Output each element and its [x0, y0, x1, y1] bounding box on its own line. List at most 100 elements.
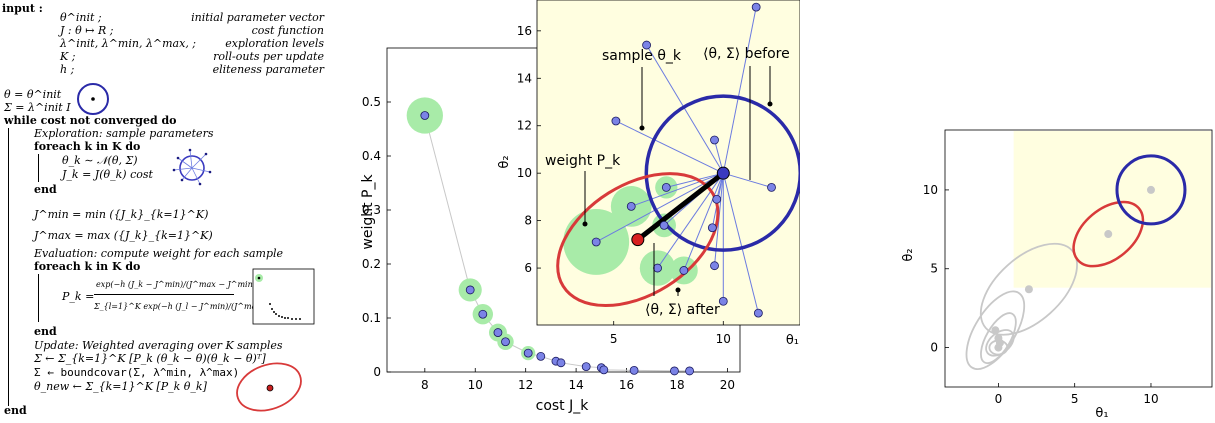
weights-y-tick-label: 0.1: [362, 311, 381, 325]
weight-point: [556, 358, 566, 368]
mean-point: [994, 343, 1003, 352]
annotation-after: ⟨θ, Σ⟩ after: [645, 302, 720, 318]
past-covariance: [980, 312, 1017, 365]
input-description: cost function: [251, 24, 324, 37]
foreach-line: foreach k in K do: [34, 140, 141, 153]
sigma-update-line: Σ ← Σ_{k=1}^K [P_k (θ_k − θ)(θ_k − θ)ᵀ]: [34, 352, 266, 365]
mean-point: [991, 326, 1000, 335]
end-line: end: [34, 325, 57, 338]
updated-distribution-icon: [236, 362, 302, 412]
trajectory-y-tick-label: 5: [930, 262, 938, 276]
inset-y-tick-label: 6: [524, 261, 532, 275]
sample-point: [710, 135, 719, 145]
leader-dot: [675, 287, 681, 293]
weights-y-tick-label: 0.2: [362, 257, 381, 271]
sample-point: [591, 237, 601, 247]
input-symbol: θ^init ;: [60, 11, 102, 24]
sample-point: [751, 2, 761, 12]
sample-ray: [722, 7, 757, 174]
annotation-sample: sample θ_k: [602, 48, 682, 64]
sample-point: [653, 263, 662, 273]
sample-ray: [657, 172, 724, 269]
sample-ray: [615, 120, 724, 174]
weight-formula-numerator: exp(−h (J_k − J^min)/(J^max − J^min)): [96, 280, 260, 289]
sample-line: θ_k ∼ 𝒩(θ, Σ): [62, 154, 138, 167]
weight-point: [493, 328, 503, 337]
weights-x-tick-label: 16: [619, 378, 634, 392]
while-line: while cost not converged do: [4, 114, 177, 127]
sample-point: [712, 194, 722, 204]
weights-y-tick-label: 0.3: [362, 203, 381, 217]
weight-point: [685, 366, 694, 376]
weight-point: [670, 366, 679, 376]
algorithm-panel: input : θ^init ; initial parameter vecto…: [0, 0, 330, 423]
covariance-before: [644, 94, 800, 252]
trajectory-x-tick-label: 0: [995, 392, 1003, 406]
input-symbol: h ;: [60, 63, 75, 76]
inset-y-tick-label: 12: [517, 119, 532, 133]
sample-point: [767, 183, 776, 192]
weight-point: [501, 337, 510, 347]
inset-region-highlight: [1013, 131, 1211, 288]
sample-ray: [666, 172, 724, 188]
weights-y-tick-label: 0: [373, 365, 381, 379]
trajectory-y-tick-label: 10: [923, 183, 938, 197]
boundcovar-line: Σ ← boundcovar(Σ, λ^min, λ^max): [34, 366, 240, 379]
weight-point: [581, 362, 591, 372]
mean-after-point: [631, 233, 645, 247]
mean-point: [1104, 230, 1113, 239]
sample-point: [661, 183, 671, 192]
mean-before-point: [716, 166, 730, 180]
weights-x-tick-label: 14: [568, 378, 583, 392]
weights-x-tick-label: 20: [720, 378, 735, 392]
sample-ray: [683, 172, 724, 271]
leader-dot: [582, 221, 588, 227]
trajectory-figure: 0 5 10 0 5 10 θ₂ θ₁: [901, 129, 1213, 421]
sample-point: [718, 296, 728, 306]
leader-dot: [639, 125, 645, 131]
sample-ray: [646, 44, 724, 174]
update-comment: Update: Weighted averaging over K sample…: [34, 339, 283, 352]
weight-point: [420, 111, 430, 120]
weight-thumbnail: [252, 268, 315, 325]
input-symbol: λ^init, λ^min, λ^max, ;: [60, 37, 197, 50]
exploration-comment: Exploration: sample parameters: [34, 127, 214, 140]
weights-x-tick-label: 10: [468, 378, 483, 392]
weights-x-tick-label: 12: [518, 378, 533, 392]
fraction-bar: [94, 294, 234, 295]
sample-point: [710, 261, 719, 271]
sample-ray: [722, 173, 759, 314]
inset-x-tick-label: 5: [610, 332, 618, 346]
trajectory-y-tick-label: 0: [930, 341, 938, 355]
sample-point: [626, 201, 636, 211]
covariance-after: [1072, 200, 1145, 268]
weights-and-samples-figure: 8 10 12 14 16 18 20 0 0.1 0.2 0.3 0.4 0.5 weight P_k…: [360, 0, 800, 414]
foreach-block-bar: [38, 154, 39, 182]
sample-point: [753, 308, 763, 318]
sample-ray: [723, 172, 772, 188]
weight-formula-denominator: Σ_{l=1}^K exp(−h (J_l − J^min)/(J^max − …: [94, 302, 305, 311]
sample-point: [679, 266, 689, 275]
weight-point: [465, 285, 475, 295]
covariance-before: [1115, 154, 1187, 226]
weights-y-tick-label: 0.5: [362, 95, 381, 109]
sampling-icon: [172, 148, 212, 186]
input-description: eliteness parameter: [212, 63, 324, 76]
inset-x-axis-label: θ₁: [786, 333, 799, 348]
sample-point: [611, 116, 621, 126]
trajectory-x-tick-label: 10: [1143, 392, 1158, 406]
inset-y-axis-label: θ₂: [497, 155, 512, 168]
foreach-block-bar: [38, 274, 39, 322]
theta-update-line: θ_new ← Σ_{k=1}^K [P_k θ_k]: [34, 380, 207, 393]
weights-x-axis-label: cost J_k: [536, 398, 590, 414]
trajectory-y-axis-label: θ₂: [901, 248, 916, 261]
end-line: end: [4, 404, 27, 417]
inset-y-tick-label: 8: [524, 214, 532, 228]
trajectory-x-tick-label: 5: [1071, 392, 1079, 406]
annotation-weight: weight P_k: [545, 153, 621, 169]
weights-x-tick-label: 8: [421, 378, 429, 392]
weight-point: [536, 351, 546, 361]
jmax-line: J^max = max ({J_k}_{k=1}^K): [34, 229, 213, 242]
weights-y-axis-label: weight P_k: [360, 174, 376, 250]
sample-point: [659, 220, 669, 230]
